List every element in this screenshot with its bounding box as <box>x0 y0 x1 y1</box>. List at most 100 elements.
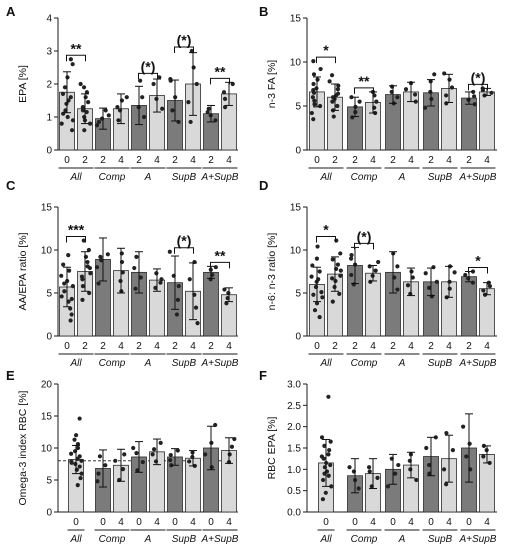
group-label: All <box>69 534 82 545</box>
data-point <box>153 285 158 290</box>
data-point <box>319 290 324 295</box>
data-point <box>347 465 352 470</box>
x-tick-label: 0 <box>314 341 320 352</box>
y-tick-label: 5 <box>46 476 52 487</box>
x-tick-label: 4 <box>154 155 160 166</box>
group-label: SupB <box>172 534 197 545</box>
data-point <box>310 95 315 100</box>
x-tick-label: 2 <box>100 155 106 166</box>
data-point <box>205 109 210 115</box>
data-point <box>317 314 322 320</box>
data-point <box>81 238 86 243</box>
group-label: Comp <box>99 534 126 545</box>
y-tick-label: 20 <box>41 380 53 391</box>
data-point <box>366 465 372 470</box>
data-point <box>193 305 199 310</box>
y-tick-label: 5 <box>295 102 301 113</box>
x-tick-label: 4 <box>190 341 196 352</box>
y-tick-label: 10 <box>290 58 302 69</box>
data-point <box>326 473 331 478</box>
data-point <box>334 238 339 243</box>
data-point <box>131 445 136 451</box>
data-point <box>348 256 354 261</box>
data-point <box>83 95 88 100</box>
data-point <box>140 95 145 100</box>
data-point <box>315 244 320 249</box>
data-point <box>472 94 477 99</box>
data-point <box>77 464 82 469</box>
y-tick-label: 0 <box>46 146 52 157</box>
significance-label: * <box>475 253 481 269</box>
data-point <box>69 128 75 133</box>
data-point <box>434 279 439 284</box>
data-point <box>122 452 127 457</box>
group-label: Comp <box>351 172 378 183</box>
data-point <box>158 440 163 445</box>
panel-letter: E <box>6 368 15 383</box>
data-point <box>441 467 447 472</box>
x-tick-label: 0 <box>390 517 396 528</box>
x-tick-label: 4 <box>446 341 452 352</box>
data-point <box>319 435 325 440</box>
data-point <box>444 482 449 487</box>
data-point <box>230 81 235 87</box>
data-point <box>96 471 101 476</box>
data-point <box>81 85 87 90</box>
group-label: A+SupB <box>459 172 497 183</box>
significance-label: ** <box>215 247 226 263</box>
data-point <box>423 271 428 276</box>
data-point <box>86 100 91 105</box>
group-label: A+SupB <box>459 534 497 545</box>
data-point <box>85 259 90 265</box>
data-point <box>80 105 85 110</box>
y-tick-label: 0.5 <box>287 486 301 497</box>
y-tick-label: 2.5 <box>287 401 301 412</box>
data-point <box>61 262 66 267</box>
data-point <box>98 254 103 259</box>
data-point <box>330 276 335 281</box>
data-point <box>70 62 75 67</box>
data-point <box>159 277 164 282</box>
data-point <box>94 123 100 128</box>
x-tick-label: 4 <box>118 155 124 166</box>
data-point <box>73 461 78 467</box>
data-point <box>120 270 125 275</box>
data-point <box>311 59 316 64</box>
data-point <box>105 252 110 257</box>
group-label: All <box>319 534 332 545</box>
x-tick-label: 4 <box>190 517 196 528</box>
data-point <box>350 115 355 120</box>
y-tick-label: 5 <box>46 289 52 300</box>
x-tick-label: 4 <box>484 517 490 528</box>
x-tick-label: 0 <box>100 517 106 528</box>
data-point <box>132 265 137 271</box>
significance-bracket <box>210 77 230 85</box>
data-point <box>74 467 79 472</box>
data-point <box>222 96 228 101</box>
data-point <box>203 452 208 457</box>
y-tick-label: 0 <box>46 332 52 343</box>
y-tick-label: 2.0 <box>287 422 301 433</box>
data-point <box>85 264 90 269</box>
group-label: A+SupB <box>201 358 239 369</box>
x-tick-label: 0 <box>136 517 142 528</box>
significance-bracket <box>468 267 488 274</box>
data-point <box>160 106 165 111</box>
data-point <box>431 265 436 270</box>
data-point <box>395 264 400 269</box>
data-point <box>424 445 429 451</box>
data-point <box>99 116 105 121</box>
data-point <box>79 471 84 476</box>
data-point <box>68 57 73 62</box>
panel-letter: D <box>259 178 268 193</box>
group-label: A <box>144 534 152 545</box>
data-point <box>62 85 68 90</box>
data-point <box>410 275 415 280</box>
x-tick-label: 2 <box>172 341 178 352</box>
data-point <box>69 451 74 456</box>
data-point <box>82 128 87 133</box>
data-point <box>78 475 83 481</box>
data-point <box>59 294 64 299</box>
x-tick-label: 2 <box>208 341 214 352</box>
data-point <box>395 95 400 100</box>
